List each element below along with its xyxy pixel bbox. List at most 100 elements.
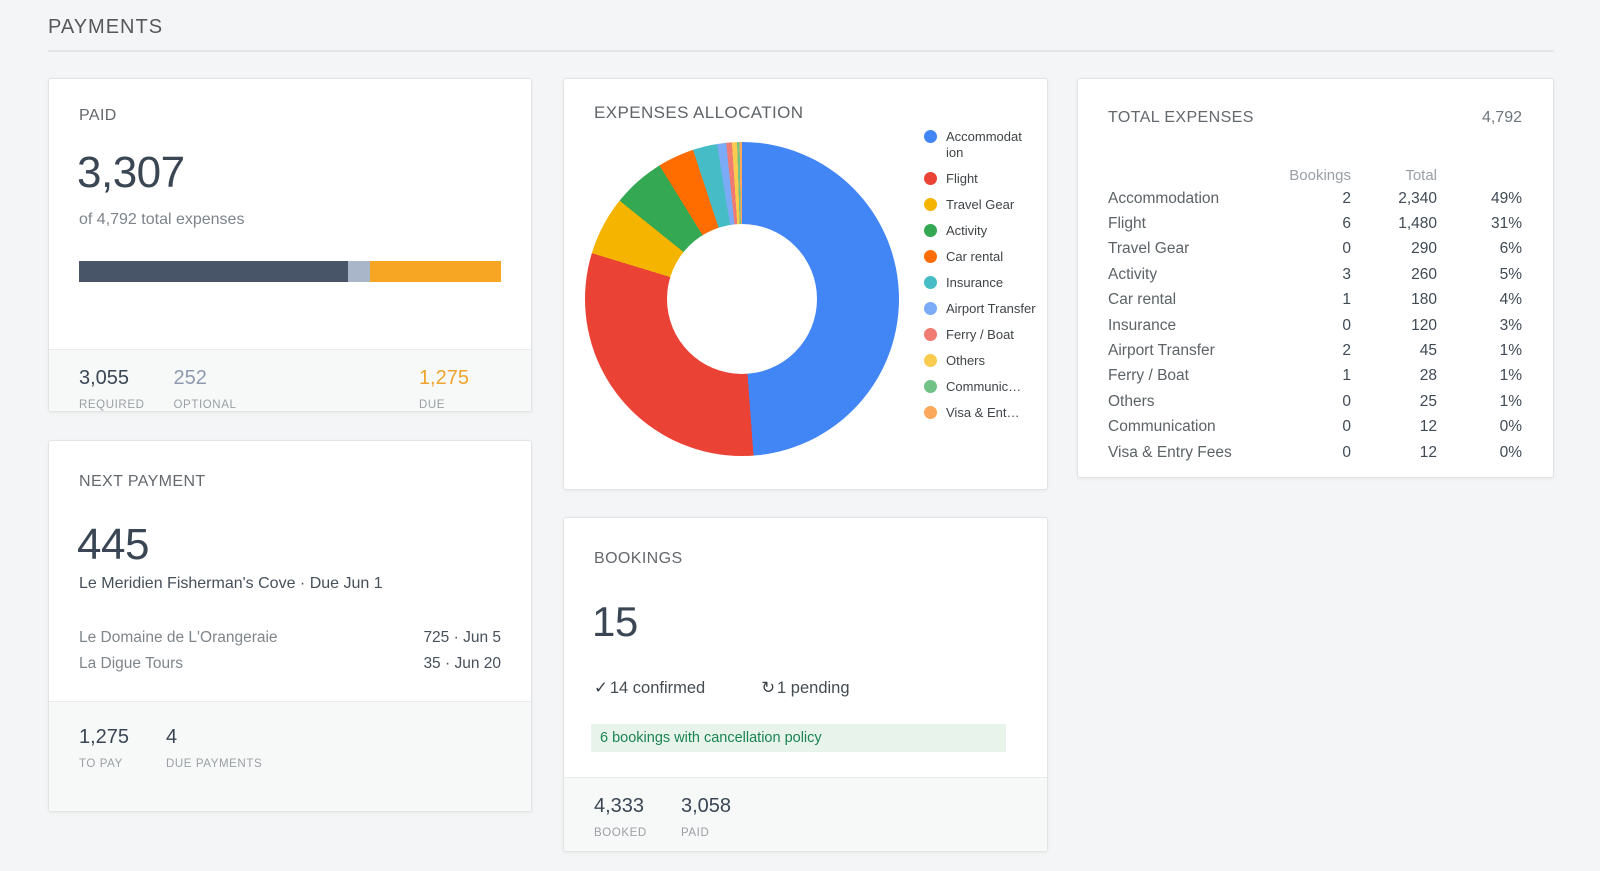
legend-color-swatch-icon — [924, 276, 937, 289]
total-expenses-amount: 4,792 — [1481, 109, 1522, 126]
bookings-column-header: Bookings — [1289, 166, 1351, 184]
legend-item[interactable]: Car rental — [924, 249, 1042, 265]
expense-category: Airport Transfer — [1108, 342, 1215, 360]
expense-table-row: Ferry / Boat 1 28 1% — [1078, 364, 1553, 389]
next-payment-footer: 1,275 TO PAY 4 DUE PAYMENTS — [49, 701, 531, 811]
legend-color-swatch-icon — [924, 172, 937, 185]
bookings-footer: 4,333 BOOKED 3,058 PAID — [564, 777, 1047, 851]
legend-item[interactable]: Ferry / Boat — [924, 327, 1042, 343]
legend-item[interactable]: Others — [924, 353, 1042, 369]
check-icon: ✓ — [594, 679, 608, 697]
expense-table-row: Visa & Entry Fees 0 12 0% — [1078, 440, 1553, 465]
next-payment-title: NEXT PAYMENT — [79, 473, 206, 490]
expense-percent: 6% — [1499, 240, 1522, 258]
expense-table-row: Activity 3 260 5% — [1078, 262, 1553, 287]
bar-segment-paid-required — [79, 261, 349, 282]
legend-label: Ferry / Boat — [946, 327, 1014, 342]
expense-table-row: Insurance 0 120 3% — [1078, 313, 1553, 338]
expense-bookings-count: 2 — [1342, 189, 1351, 207]
legend-label: Airport Transfer — [946, 301, 1036, 316]
legend-item[interactable]: Travel Gear — [924, 197, 1042, 213]
total-column-header: Total — [1405, 166, 1437, 184]
confirmed-status: ✓ 14 confirmed — [594, 678, 705, 698]
expense-table-row: Airport Transfer 2 45 1% — [1078, 338, 1553, 363]
bar-segment-paid-optional — [348, 261, 371, 282]
expense-total: 25 — [1419, 392, 1437, 410]
legend-color-swatch-icon — [924, 224, 937, 237]
expense-category: Others — [1108, 392, 1155, 410]
donut-hole — [667, 224, 817, 374]
next-payment-card: NEXT PAYMENT 445 Le Meridien Fisherman's… — [48, 440, 532, 812]
expense-table-row: Flight 6 1,480 31% — [1078, 211, 1553, 236]
booked-stat: 4,333 BOOKED — [594, 795, 652, 839]
bookings-status-row: ✓ 14 confirmed ↻ 1 pending — [594, 678, 850, 698]
legend-color-swatch-icon — [924, 380, 937, 393]
expense-total: 1,480 — [1398, 215, 1437, 233]
expense-percent: 4% — [1499, 291, 1522, 309]
paid-card-title: PAID — [79, 107, 117, 124]
expense-bookings-count: 6 — [1342, 215, 1351, 233]
paid-subtitle: of 4,792 total expenses — [79, 211, 245, 228]
expense-percent: 0% — [1499, 443, 1522, 461]
next-payment-detail: Le Meridien Fisherman's Cove · Due Jun 1 — [79, 575, 383, 592]
optional-value: 252 — [173, 367, 207, 389]
booked-label: BOOKED — [594, 827, 647, 839]
paid-value: 3,058 — [681, 795, 732, 817]
legend-label: Travel Gear — [946, 197, 1015, 212]
bookings-count: 15 — [592, 598, 638, 645]
expense-category: Car rental — [1108, 291, 1177, 309]
expense-total: 290 — [1411, 240, 1437, 258]
expense-category: Travel Gear — [1108, 240, 1190, 258]
pending-refresh-icon: ↻ — [761, 679, 776, 697]
bar-segment-remaining-due — [370, 261, 501, 282]
paid-progress-bar — [79, 261, 501, 282]
legend-label: Activity — [946, 223, 988, 238]
paid-amount: 3,307 — [77, 148, 185, 197]
booked-value: 4,333 — [594, 795, 645, 817]
expense-table-row: Communication 0 12 0% — [1078, 415, 1553, 440]
total-expenses-title: TOTAL EXPENSES — [1108, 109, 1254, 126]
expense-table-row: Others 0 25 1% — [1078, 389, 1553, 414]
expense-bookings-count: 1 — [1342, 367, 1351, 385]
legend-color-swatch-icon — [924, 198, 937, 211]
required-label: REQUIRED — [79, 399, 145, 411]
payment-name: Le Domaine de L'Orangeraie — [79, 629, 278, 646]
legend-item[interactable]: Airport Transfer — [924, 301, 1042, 317]
legend-item[interactable]: Visa & Ent… — [924, 405, 1042, 421]
due-label: DUE — [418, 399, 446, 411]
bookings-card: BOOKINGS 15 ✓ 14 confirmed ↻ 1 pending 6 b… — [563, 517, 1048, 852]
legend-item[interactable]: Insurance — [924, 275, 1042, 291]
cancellation-policy-banner[interactable]: 6 bookings with cancellation policy — [591, 724, 1006, 752]
legend-label: Flight — [946, 171, 978, 186]
legend-item[interactable]: Flight — [924, 171, 1042, 187]
pending-status: ↻ 1 pending — [761, 678, 849, 698]
to-pay-stat: 1,275 TO PAY — [79, 726, 137, 770]
legend-item[interactable]: Accommodat ion — [924, 129, 1042, 161]
expense-bookings-count: 3 — [1342, 265, 1351, 283]
expense-category: Activity — [1108, 265, 1158, 283]
expense-category: Accommodation — [1108, 189, 1220, 207]
page-title: PAYMENTS — [48, 16, 164, 38]
expenses-allocation-card: EXPENSES ALLOCATION Accommodat ion Flight… — [563, 78, 1048, 490]
expense-table-row: Car rental 1 180 4% — [1078, 288, 1553, 313]
legend-label: Accommodat ion — [946, 129, 1022, 160]
upcoming-payment-row: La Digue Tours 35 · Jun 20 — [79, 651, 501, 677]
required-value: 3,055 — [79, 367, 130, 389]
expense-total: 45 — [1419, 342, 1437, 360]
payment-name: La Digue Tours — [79, 655, 183, 672]
optional-stat: 252 OPTIONAL — [174, 367, 237, 411]
total-expenses-card: TOTAL EXPENSES 4,792 Bookings Total Acco… — [1077, 78, 1554, 478]
legend-color-swatch-icon — [924, 302, 937, 315]
expense-percent: 31% — [1490, 215, 1522, 233]
expense-total: 180 — [1411, 291, 1437, 309]
expense-total: 12 — [1419, 443, 1437, 461]
legend-item[interactable]: Activity — [924, 223, 1042, 239]
legend-label: Insurance — [946, 275, 1004, 290]
expense-total: 28 — [1419, 367, 1437, 385]
expenses-donut-chart[interactable] — [585, 142, 899, 456]
expenses-table-header: Bookings Total — [1078, 164, 1553, 186]
legend-item[interactable]: Communic… — [924, 379, 1042, 395]
paid-stat: 3,058 PAID — [681, 795, 739, 839]
expense-percent: 0% — [1499, 418, 1522, 436]
